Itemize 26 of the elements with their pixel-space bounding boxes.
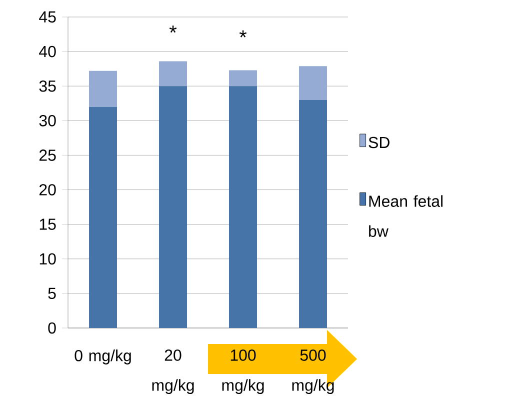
bar bbox=[299, 66, 327, 100]
y-tick-label: 5 bbox=[48, 288, 56, 300]
annotation: * bbox=[169, 26, 177, 33]
y-tick-label: 45 bbox=[39, 11, 56, 23]
bar bbox=[89, 70, 118, 107]
bar bbox=[229, 86, 258, 328]
bar bbox=[299, 100, 327, 328]
x-tick-label: 100 mg/kg bbox=[222, 350, 264, 394]
y-tick-label: 0 bbox=[48, 322, 56, 334]
bar bbox=[159, 61, 188, 86]
bar bbox=[159, 86, 188, 328]
legend-label: SD bbox=[368, 136, 390, 148]
annotation: * bbox=[239, 30, 247, 38]
y-tick-label: 15 bbox=[40, 218, 56, 230]
x-tick-label: 20 mg/kg bbox=[152, 350, 194, 394]
y-tick-label: 20 bbox=[39, 184, 56, 196]
legend-label: Mean fetal bw bbox=[369, 195, 443, 237]
y-tick-label: 30 bbox=[39, 115, 56, 126]
y-tick-label: 35 bbox=[39, 80, 56, 92]
x-tick-label: 500 mg/kg bbox=[292, 350, 334, 394]
y-tick-label: 25 bbox=[39, 150, 56, 161]
y-tick-label: 10 bbox=[40, 253, 56, 265]
y-tick-label: 40 bbox=[39, 46, 56, 58]
bar bbox=[229, 70, 258, 86]
bar bbox=[89, 106, 118, 328]
x-tick-label: 0 mg/kg bbox=[74, 350, 131, 364]
